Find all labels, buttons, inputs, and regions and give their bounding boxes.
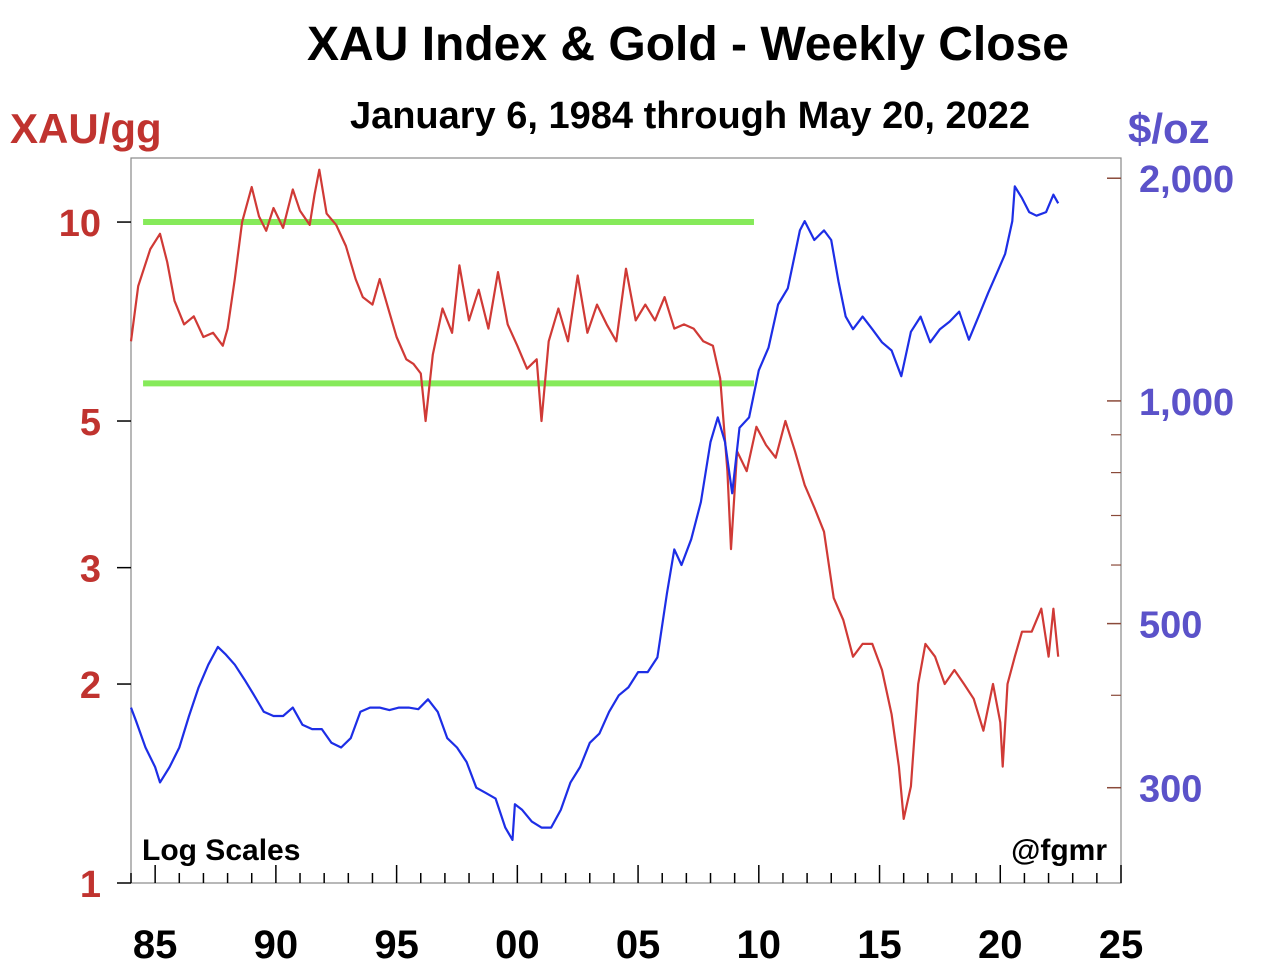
x-tick-label: 10 — [737, 923, 782, 967]
series-lines — [129, 168, 1060, 842]
left-tick-label: 3 — [80, 549, 101, 591]
right-axis-label: $/oz — [1128, 105, 1210, 152]
right-tick-label: 1,000 — [1139, 382, 1234, 424]
chart-subtitle: January 6, 1984 through May 20, 2022 — [350, 95, 1030, 137]
x-tick-label: 05 — [616, 923, 661, 967]
axes: 1 2 3 5 10 300 500 1,000 2,000 85 90 95 00 05 10 15 20 25 — [59, 159, 1234, 967]
gold-price-line — [129, 185, 1060, 842]
left-tick-label: 2 — [80, 665, 101, 707]
x-tick-label: 15 — [857, 923, 902, 967]
x-tick-label: 20 — [978, 923, 1023, 967]
left-tick-label: 10 — [59, 203, 101, 245]
left-tick-label: 5 — [80, 402, 101, 444]
right-tick-label: 300 — [1139, 769, 1202, 811]
chart-title: XAU Index & Gold - Weekly Close — [307, 18, 1069, 71]
credit-note: @fgmr — [1011, 834, 1107, 867]
left-axis-label: XAU/gg — [10, 105, 162, 152]
x-tick-label: 95 — [374, 923, 419, 967]
left-tick-label: 1 — [80, 864, 101, 906]
xau-gold-ratio-line — [129, 168, 1060, 821]
x-tick-label: 25 — [1099, 923, 1144, 967]
reference-lines — [143, 219, 754, 387]
x-tick-label: 90 — [254, 923, 299, 967]
right-tick-label: 2,000 — [1139, 159, 1234, 201]
right-tick-label: 500 — [1139, 605, 1202, 647]
x-tick-label: 00 — [495, 923, 540, 967]
x-tick-label: 85 — [133, 923, 178, 967]
log-scales-note: Log Scales — [142, 834, 300, 867]
plot-frame — [130, 157, 1122, 884]
